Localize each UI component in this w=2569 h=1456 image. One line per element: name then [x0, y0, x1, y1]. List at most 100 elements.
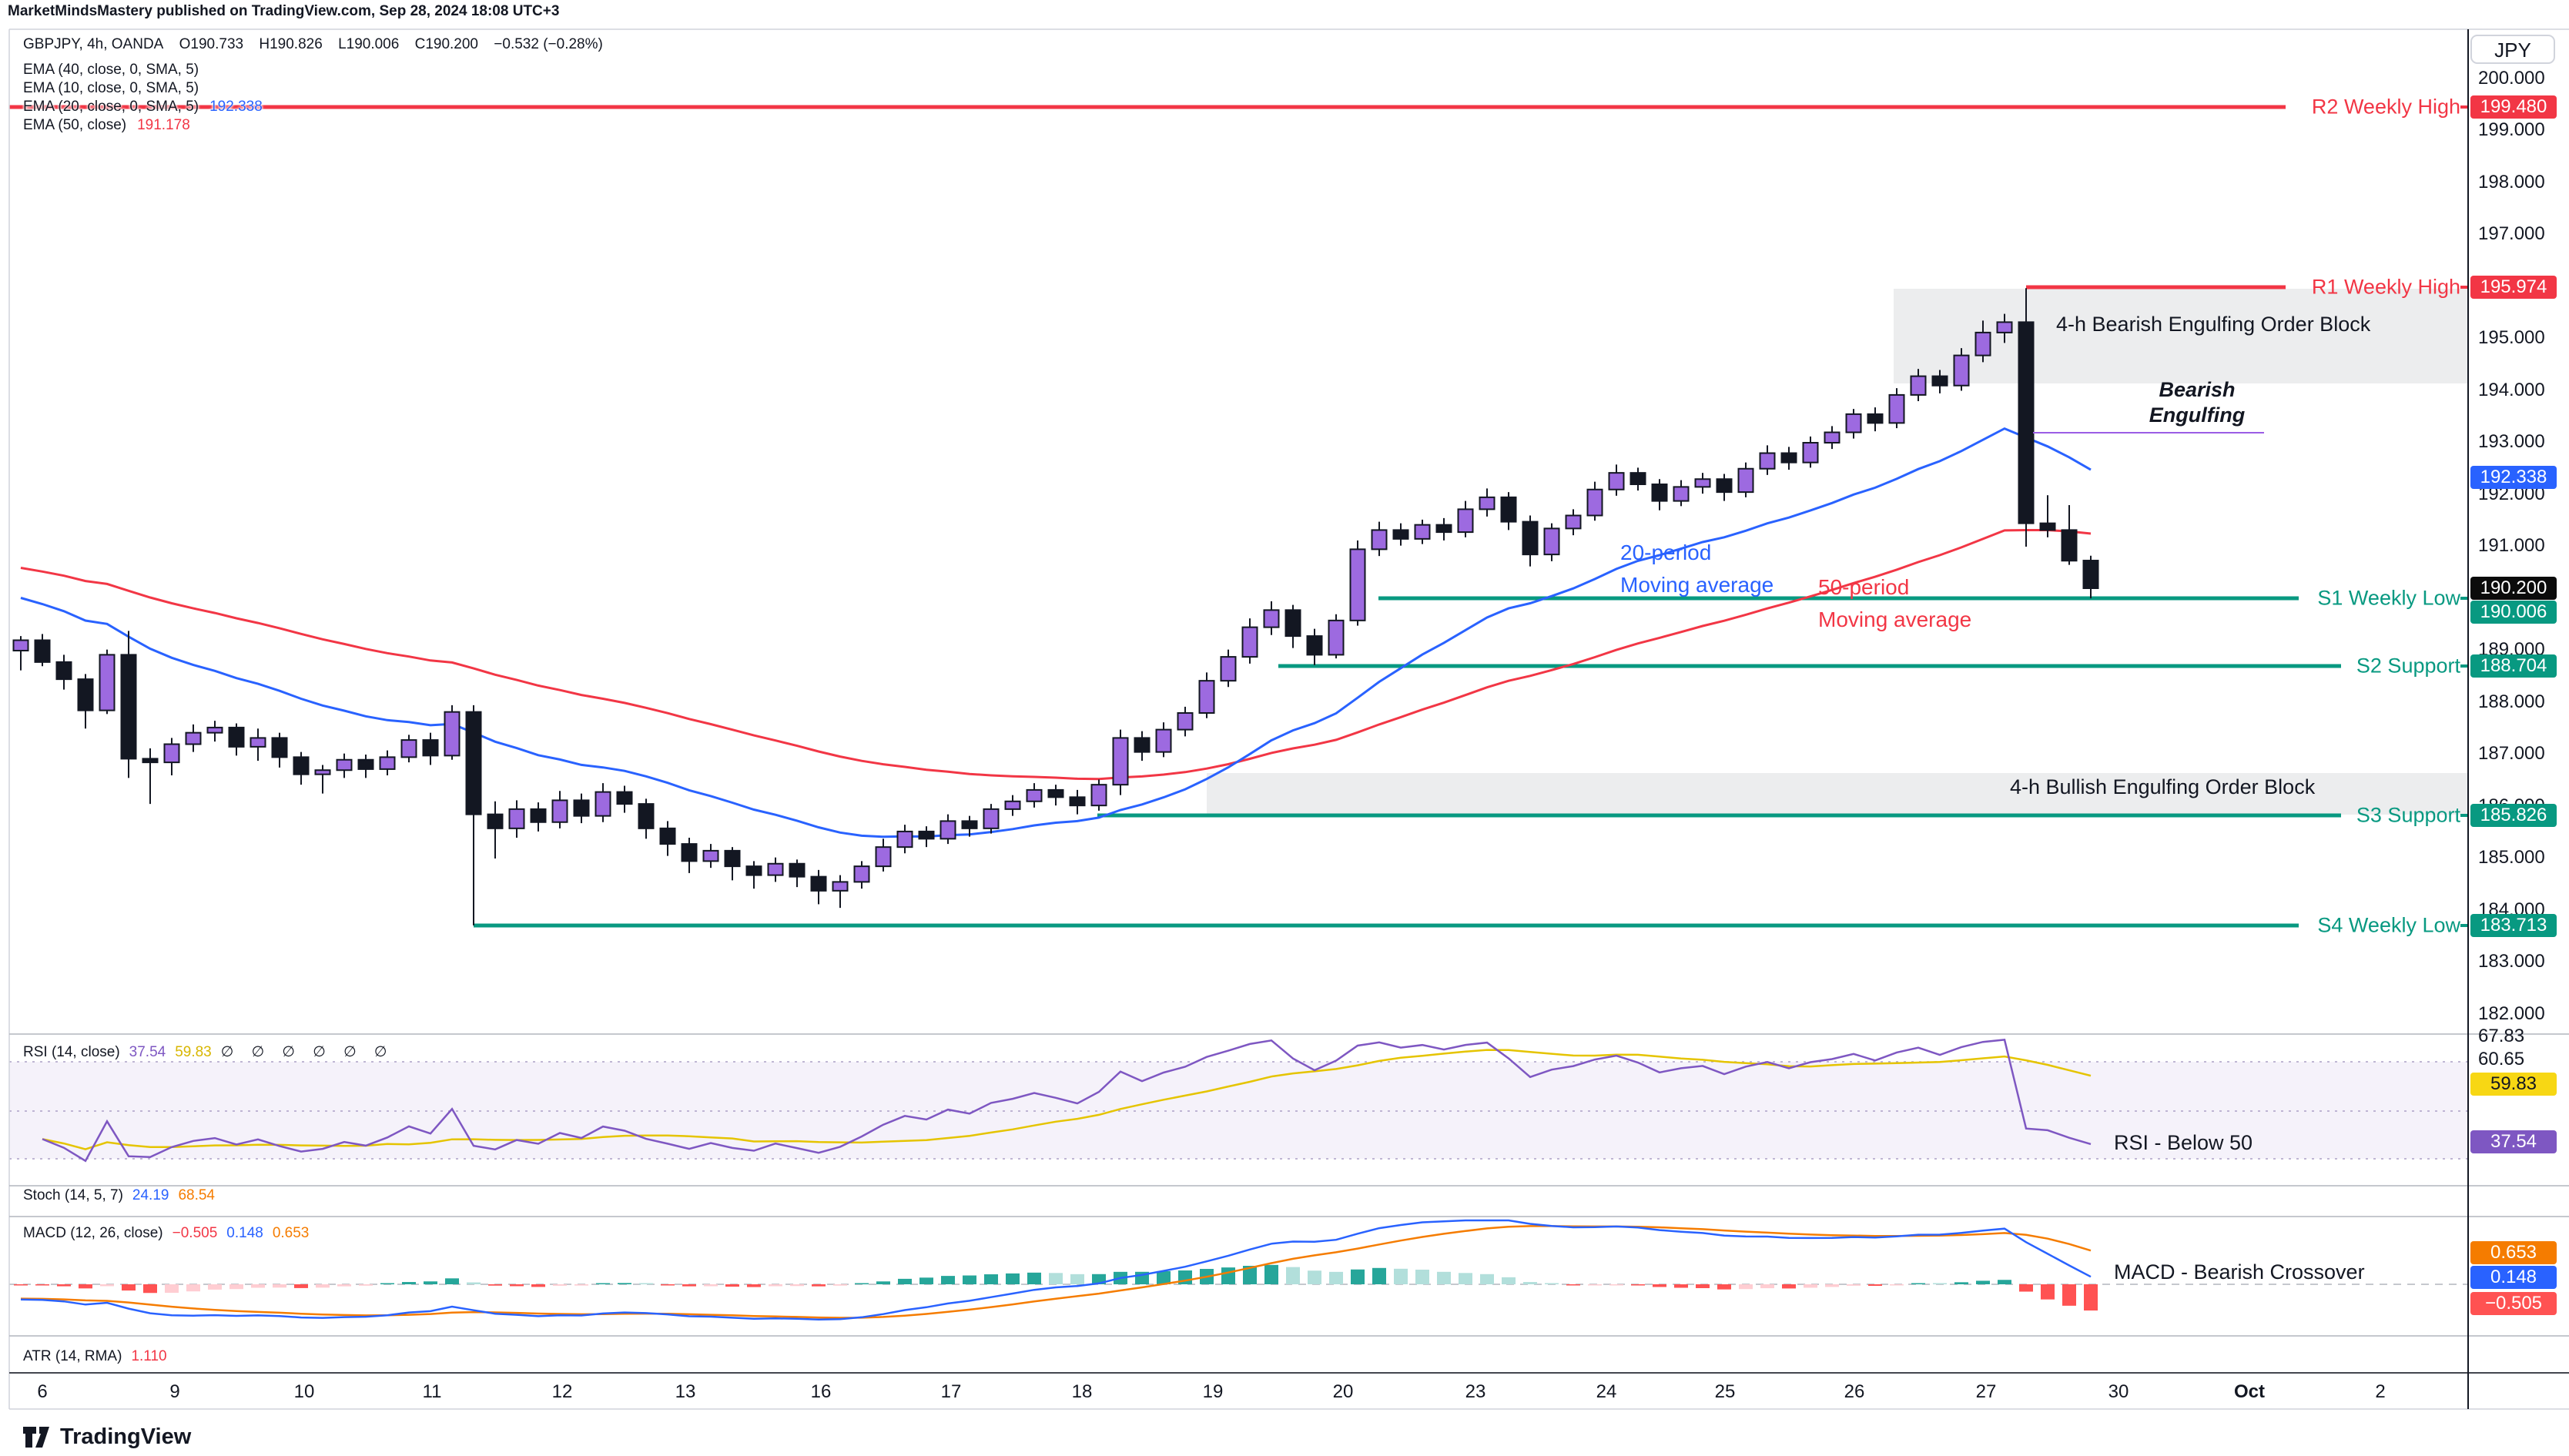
candle-body [2018, 321, 2035, 524]
macd-hist-bar [488, 1284, 502, 1286]
candle-body [2061, 529, 2078, 562]
s3-label[interactable]: S3 Support [2356, 803, 2460, 827]
candle-body [1888, 393, 1905, 424]
s4-label[interactable]: S4 Weekly Low [2317, 913, 2460, 937]
price-axis-label-1: 199.000 [2478, 119, 2545, 140]
candle-body [1198, 680, 1215, 715]
atr-legend[interactable]: ATR (14, RMA) 1.110 [23, 1348, 167, 1365]
price-axis-label-15: 183.000 [2478, 951, 2545, 972]
candle-body [530, 808, 547, 823]
tradingview-logo-icon[interactable] [20, 1421, 52, 1453]
candle-body [745, 865, 762, 876]
legend-row-value: 192.338 [209, 99, 263, 115]
legend-row-2[interactable]: EMA (20, close, 0, SMA, 5) 192.338 [23, 99, 263, 115]
macd-hist-bar [769, 1284, 782, 1287]
s1-label[interactable]: S1 Weekly Low [2317, 586, 2460, 610]
candle-body [1155, 728, 1172, 753]
macd-hist-bar [1954, 1282, 1968, 1284]
macd-hist-bar [790, 1284, 804, 1287]
macd-line[interactable] [20, 1219, 2092, 1320]
candle-body [853, 865, 870, 883]
price-badge-183.713: 183.713 [2470, 914, 2557, 937]
macd-note[interactable]: MACD - Bearish Crossover [2114, 1260, 2365, 1284]
price-badge-0.653: 0.653 [2470, 1241, 2557, 1264]
candle-body [1500, 496, 1517, 523]
rsi-note[interactable]: RSI - Below 50 [2114, 1131, 2253, 1154]
bearish-order-block-label[interactable]: 4-h Bearish Engulfing Order Block [2056, 313, 2371, 336]
ma50-line2: Moving average [1818, 608, 1972, 631]
macd-hist-bar [1286, 1267, 1300, 1284]
rsi-legend-empty-sets: ∅ ∅ ∅ ∅ ∅ ∅ [220, 1044, 394, 1060]
candle-body [1780, 452, 1797, 464]
candle-body [1090, 784, 1107, 807]
macd-hist-bar [941, 1276, 955, 1284]
macd-hist-bar [1070, 1274, 1084, 1284]
stoch-legend[interactable]: Stoch (14, 5, 7) 24.19 68.54 [23, 1187, 215, 1204]
macd-hist-bar [35, 1284, 49, 1286]
candle-body [1414, 524, 1431, 540]
candle-body [1867, 413, 1884, 424]
candle-body [875, 846, 892, 868]
macd-hist-bar [122, 1284, 136, 1291]
time-label-10: 10 [293, 1381, 315, 1402]
ohlc-close: C190.200 [414, 36, 478, 52]
legend-row-label: EMA (40, close, 0, SMA, 5) [23, 62, 199, 78]
macd-legend-value: 0.653 [272, 1225, 310, 1241]
bearish-engulfing-callout[interactable]: Bearish Engulfing [2128, 377, 2266, 428]
legend-row-0[interactable]: EMA (40, close, 0, SMA, 5) [23, 62, 199, 79]
ma50-callout[interactable]: 50-period Moving average [1818, 571, 1971, 636]
macd-hist-bar [1049, 1273, 1063, 1284]
ma20-callout[interactable]: 20-period Moving average [1620, 537, 1774, 601]
macd-signal-line[interactable] [20, 1225, 2092, 1319]
macd-legend-label: MACD (12, 26, close) [23, 1225, 163, 1241]
time-label-24: 24 [1596, 1381, 1617, 1402]
bullish-order-block-label[interactable]: 4-h Bullish Engulfing Order Block [2010, 775, 2316, 798]
macd-hist-bar [1264, 1264, 1278, 1284]
candle-body [206, 726, 223, 734]
candle-body [1435, 524, 1452, 534]
candle-body [595, 791, 611, 817]
macd-legend[interactable]: MACD (12, 26, close) −0.505 0.148 0.653 [23, 1225, 309, 1242]
candle-body [314, 769, 331, 775]
candle-body [1953, 354, 1970, 387]
candle-body [271, 737, 288, 758]
macd-hist-bar [1653, 1284, 1666, 1287]
symbol-title[interactable]: GBPJPY, 4h, OANDA [23, 36, 164, 52]
ema50-line[interactable] [20, 529, 2092, 781]
rsi-legend[interactable]: RSI (14, close) 37.54 59.83 ∅ ∅ ∅ ∅ ∅ ∅ [23, 1043, 394, 1061]
bearish-engulfing-line1: Bearish [2159, 378, 2236, 401]
rsi-ma-line[interactable] [42, 1049, 2092, 1150]
candle-body [487, 813, 504, 829]
tradingview-brand-text[interactable]: TradingView [60, 1424, 192, 1449]
macd-hist-bar [1760, 1284, 1774, 1289]
candle-body [1824, 431, 1841, 443]
price-badge-59.83: 59.83 [2470, 1073, 2557, 1096]
legend-row-1[interactable]: EMA (10, close, 0, SMA, 5) [23, 80, 199, 97]
candle-body [1112, 737, 1129, 786]
candle-body [961, 820, 978, 829]
legend-row-3[interactable]: EMA (50, close) 191.178 [23, 117, 190, 134]
s2-label[interactable]: S2 Support [2356, 654, 2460, 678]
price-axis-label-2: 198.000 [2478, 172, 2545, 192]
bullish-order-block-box[interactable] [1207, 773, 2468, 815]
candle-body [1284, 609, 1301, 638]
macd-hist-bar [294, 1284, 308, 1288]
ema20-line[interactable] [20, 427, 2092, 838]
legend-row-value: 191.178 [137, 117, 190, 133]
time-label-23: 23 [1465, 1381, 1486, 1402]
candle-body [983, 808, 1000, 829]
r2-label[interactable]: R2 Weekly High [2311, 95, 2460, 119]
currency-toggle[interactable]: JPY [2470, 35, 2555, 64]
rsi-line[interactable] [42, 1039, 2092, 1163]
macd-hist-bar [1847, 1284, 1861, 1286]
candle-body [55, 661, 72, 681]
candle-body [1306, 635, 1323, 656]
candle-body [163, 743, 180, 764]
macd-hist-bar [661, 1284, 675, 1286]
symbol-legend-row[interactable]: GBPJPY, 4h, OANDA O190.733 H190.826 L190… [23, 36, 615, 53]
macd-hist-bar [1976, 1280, 1990, 1284]
macd-hist-bar [812, 1284, 826, 1287]
macd-hist-bar [1933, 1283, 1947, 1284]
r1-label[interactable]: R1 Weekly High [2311, 275, 2460, 299]
